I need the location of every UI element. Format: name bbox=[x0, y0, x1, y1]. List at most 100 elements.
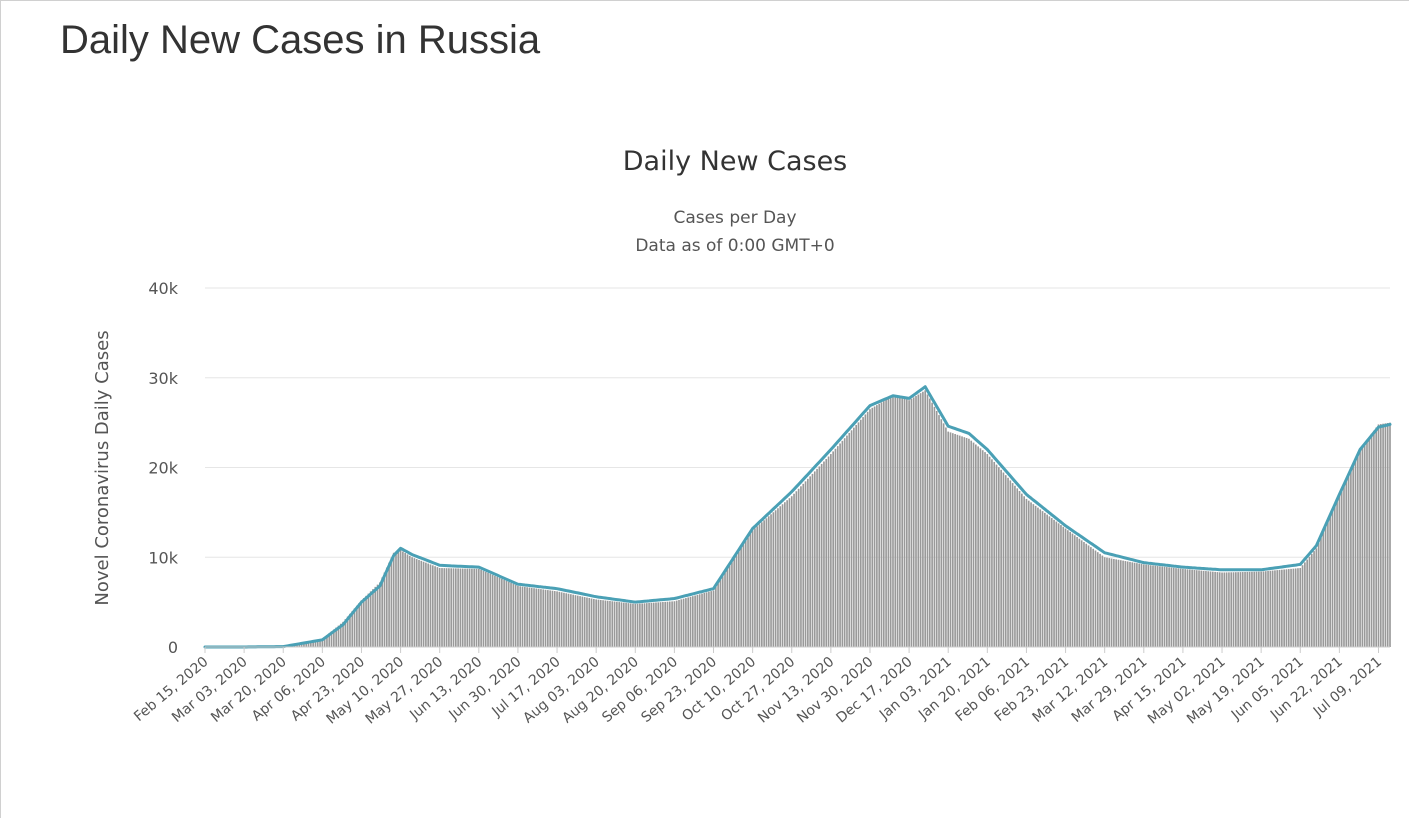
bar bbox=[818, 466, 821, 647]
bar bbox=[514, 584, 517, 647]
bar bbox=[590, 598, 593, 647]
bar bbox=[422, 561, 425, 647]
bar bbox=[524, 586, 526, 647]
bar bbox=[1350, 469, 1352, 647]
bar bbox=[328, 633, 331, 647]
bar bbox=[468, 568, 471, 647]
bar bbox=[330, 631, 333, 647]
bar bbox=[632, 603, 634, 647]
bar bbox=[450, 568, 453, 647]
bar bbox=[1207, 571, 1210, 647]
bar bbox=[544, 589, 547, 647]
bar bbox=[1172, 567, 1175, 647]
bar bbox=[922, 391, 924, 647]
bar bbox=[482, 570, 485, 647]
bar bbox=[1113, 558, 1115, 647]
bar bbox=[823, 461, 825, 647]
bar bbox=[1067, 530, 1069, 647]
bar bbox=[905, 399, 908, 647]
bar bbox=[1301, 565, 1304, 647]
bar bbox=[767, 516, 770, 647]
bar bbox=[956, 434, 959, 647]
bar bbox=[917, 394, 920, 647]
bar bbox=[1320, 537, 1322, 647]
bar bbox=[873, 406, 876, 647]
bar bbox=[954, 433, 956, 647]
bar bbox=[1255, 571, 1258, 647]
bar bbox=[484, 571, 487, 647]
bar bbox=[1053, 519, 1055, 647]
bar bbox=[1262, 571, 1265, 647]
bar bbox=[510, 582, 512, 647]
bar bbox=[781, 504, 784, 647]
bar bbox=[1025, 498, 1028, 647]
bar bbox=[859, 419, 862, 647]
bar bbox=[312, 640, 314, 647]
bar bbox=[553, 591, 556, 647]
bar bbox=[335, 627, 337, 647]
bar bbox=[724, 572, 726, 647]
bar bbox=[866, 411, 869, 647]
bar bbox=[1057, 523, 1060, 647]
bar bbox=[887, 398, 890, 647]
bar bbox=[1228, 572, 1230, 647]
bar bbox=[846, 435, 848, 647]
bar bbox=[894, 396, 897, 647]
bar bbox=[882, 401, 885, 647]
bar bbox=[413, 558, 416, 647]
bar bbox=[931, 402, 933, 647]
bar bbox=[346, 616, 349, 647]
bar bbox=[857, 422, 860, 647]
bar bbox=[701, 593, 703, 647]
bar bbox=[1041, 511, 1044, 647]
bar bbox=[682, 598, 685, 647]
bar bbox=[1044, 512, 1046, 647]
bar bbox=[809, 476, 811, 647]
bar bbox=[1343, 484, 1345, 647]
bar bbox=[751, 530, 754, 647]
bar bbox=[1094, 550, 1097, 647]
bar bbox=[319, 639, 321, 647]
bar bbox=[1191, 569, 1193, 647]
y-tick-label: 40k bbox=[148, 279, 178, 298]
bar bbox=[1363, 443, 1366, 647]
bar bbox=[1069, 531, 1071, 647]
bar bbox=[602, 600, 604, 647]
bar bbox=[1304, 562, 1306, 647]
bar bbox=[547, 590, 549, 647]
bar bbox=[740, 548, 742, 647]
bar bbox=[381, 577, 384, 647]
bar bbox=[774, 510, 777, 647]
bar bbox=[367, 593, 370, 647]
bar bbox=[1244, 571, 1246, 647]
bar bbox=[958, 435, 961, 647]
bar bbox=[521, 586, 524, 647]
bar bbox=[593, 598, 595, 647]
bar bbox=[314, 640, 317, 647]
bar bbox=[323, 637, 326, 647]
bar bbox=[903, 398, 906, 647]
bar bbox=[551, 590, 554, 647]
bar bbox=[1193, 569, 1196, 647]
bar bbox=[1016, 488, 1019, 647]
bar bbox=[834, 448, 837, 647]
bar bbox=[942, 423, 945, 647]
bar bbox=[1007, 477, 1009, 647]
bar bbox=[388, 562, 390, 647]
bar bbox=[392, 552, 395, 647]
bar bbox=[841, 440, 844, 647]
bar bbox=[1064, 528, 1067, 647]
bar bbox=[1108, 558, 1111, 647]
bar bbox=[1179, 568, 1182, 647]
bar bbox=[1370, 433, 1373, 647]
bar bbox=[664, 601, 667, 647]
bar bbox=[1165, 567, 1168, 647]
bar bbox=[696, 594, 699, 647]
bar bbox=[1253, 571, 1256, 647]
bar bbox=[606, 600, 609, 647]
bar bbox=[1232, 572, 1235, 647]
bar bbox=[1283, 569, 1285, 647]
bar bbox=[919, 393, 922, 647]
bar bbox=[604, 600, 607, 647]
